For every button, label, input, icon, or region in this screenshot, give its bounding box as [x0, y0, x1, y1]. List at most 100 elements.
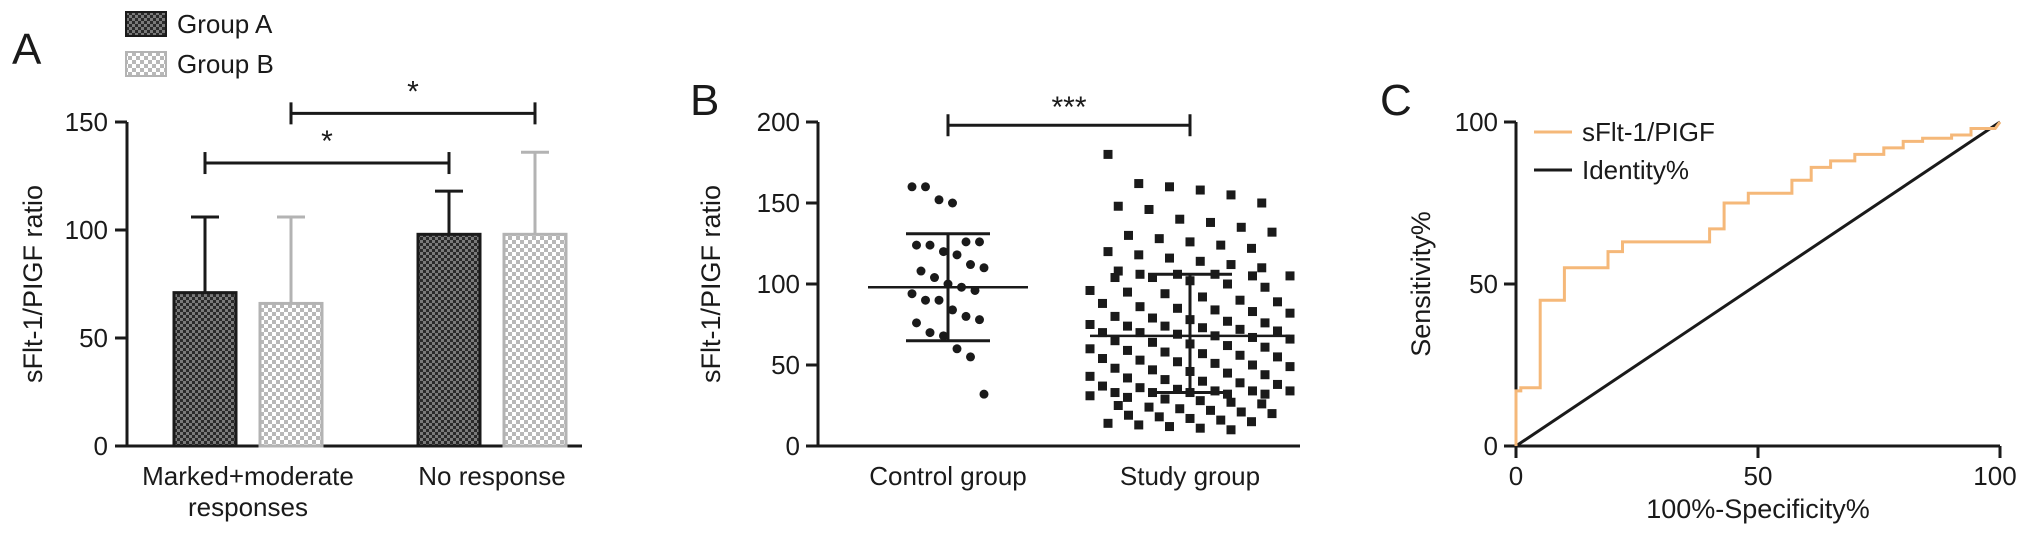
panel-b-point: [1285, 386, 1295, 396]
panel-a-yticks: 0 50 100 150: [65, 107, 127, 461]
panel-b-point: [1195, 396, 1205, 406]
panel-b-point: [907, 182, 917, 192]
panel-b-point: [1260, 370, 1270, 380]
panel-c-legend: sFlt-1/PIGF Identity%: [1534, 117, 1715, 185]
panel-b-point: [1210, 386, 1220, 396]
panel-a-bar: [502, 232, 568, 448]
panel-b-point: [1135, 355, 1145, 365]
panel-b-letter: B: [690, 76, 719, 125]
panel-c-letter: C: [1380, 76, 1412, 125]
panel-b-point: [1098, 354, 1107, 364]
panel-b-point: [1098, 328, 1107, 338]
panel-b-point: [1175, 404, 1185, 414]
panel-b-point: [1110, 273, 1120, 283]
panel-b-ytick-label: 0: [786, 431, 800, 461]
panel-b-point: [966, 260, 975, 270]
panel-b-point: [934, 295, 944, 305]
panel-b-point: [1085, 371, 1095, 381]
panel-b-point: [1160, 289, 1170, 299]
panel-b-point: [1148, 365, 1157, 375]
panel-b-point: [1165, 253, 1174, 263]
panel-b-point: [1085, 391, 1095, 401]
panel-c-identity-line: [1515, 120, 2001, 448]
panel-b-point: [1123, 321, 1132, 331]
panel-b-point: [1206, 217, 1215, 227]
legend-a-label-group-a: Group A: [177, 9, 273, 39]
panel-b-ytick-label: 150: [757, 188, 800, 218]
panel-b-point: [1267, 409, 1277, 419]
panel-b-point: [934, 195, 944, 205]
panel-b-point: [1144, 204, 1154, 214]
panel-b-point: [1173, 329, 1182, 339]
panel-b-point: [1267, 227, 1277, 237]
panel-b-point: [1247, 417, 1256, 427]
panel-b-point: [1260, 282, 1270, 292]
panel-b-point: [1123, 392, 1132, 402]
legend-c-label-roc: sFlt-1/PIGF: [1582, 117, 1715, 147]
panel-b-point: [1236, 222, 1246, 232]
panel-b-point: [1260, 342, 1270, 352]
panel-b-point: [930, 273, 939, 283]
panel-b-point: [1285, 362, 1295, 372]
panel-b-point: [1185, 237, 1195, 247]
panel-b-point: [1216, 415, 1226, 425]
panel-a-significance: **: [203, 75, 537, 175]
panel-b-point: [1198, 292, 1207, 302]
panel-b-point: [1235, 324, 1245, 334]
panel-b-point: [1085, 320, 1095, 329]
panel-b-point: [961, 311, 971, 321]
panel-b-point: [1247, 243, 1256, 253]
panel-b-point: [1103, 418, 1113, 428]
panel-b-point: [1216, 240, 1226, 250]
panel-b-point: [1235, 350, 1245, 360]
panel-b-point: [1134, 179, 1144, 189]
panel-b-point: [1148, 273, 1157, 283]
panel-b-xtick-label: Control group: [869, 461, 1027, 491]
panel-b-point: [1257, 198, 1267, 208]
panel-b-point: [1235, 378, 1245, 388]
panel-b-point: [1226, 190, 1236, 200]
panel-b-point: [1248, 386, 1257, 396]
panel-b-point: [1195, 185, 1205, 195]
panel-b-point: [1113, 401, 1123, 410]
panel-b-point: [1248, 307, 1257, 317]
panel-b-point: [1223, 279, 1232, 289]
panel-b-significance: ***: [946, 91, 1192, 137]
panel-b-xtick-label: Study group: [1120, 461, 1260, 491]
panel-a-ytick-label: 50: [79, 323, 108, 353]
panel-b-point: [1257, 263, 1267, 273]
panel-b-point: [1148, 313, 1157, 323]
panel-b-point: [1123, 345, 1132, 355]
panel-c-y-label: Sensitivity%: [1406, 211, 1436, 357]
panel-b-point: [1173, 384, 1182, 394]
panel-c-x-label: 100%-Specificity%: [1646, 494, 1870, 524]
panel-b-point: [1124, 410, 1133, 420]
panel-b-point: [1110, 336, 1120, 346]
panel-b-point: [1160, 321, 1170, 331]
panel-b-point: [939, 247, 948, 257]
panel-b-point: [1236, 407, 1246, 417]
panel-a-sig-label: *: [407, 75, 419, 108]
panel-b-point: [1113, 266, 1123, 276]
panel-b-point: [1260, 318, 1270, 328]
legend-a-label-group-b: Group B: [177, 49, 274, 79]
panel-b-point: [1160, 394, 1170, 404]
panel-a-xtick-label: Marked+moderate: [142, 461, 354, 491]
panel-b-point: [948, 305, 957, 315]
panel-b-point: [1248, 271, 1257, 281]
panel-a-ytick-label: 0: [94, 431, 108, 461]
panel-a-bar: [258, 301, 324, 448]
panel-b-point: [979, 263, 989, 273]
panel-b-point: [1160, 375, 1170, 385]
panel-b-point: [912, 240, 921, 250]
panel-b-yticks: 0 50 100 150 200: [757, 107, 818, 461]
panel-b-point: [948, 198, 957, 208]
panel-b-point: [1226, 397, 1236, 407]
panel-c-ytick-label: 0: [1484, 431, 1498, 461]
panel-b-point: [1123, 373, 1132, 383]
panel-b-point: [961, 237, 971, 247]
panel-b-point: [1273, 297, 1282, 307]
panel-b-point: [907, 289, 917, 299]
panel-c-ytick-label: 50: [1469, 269, 1498, 299]
legend-a-swatch-group-a: [125, 11, 167, 37]
